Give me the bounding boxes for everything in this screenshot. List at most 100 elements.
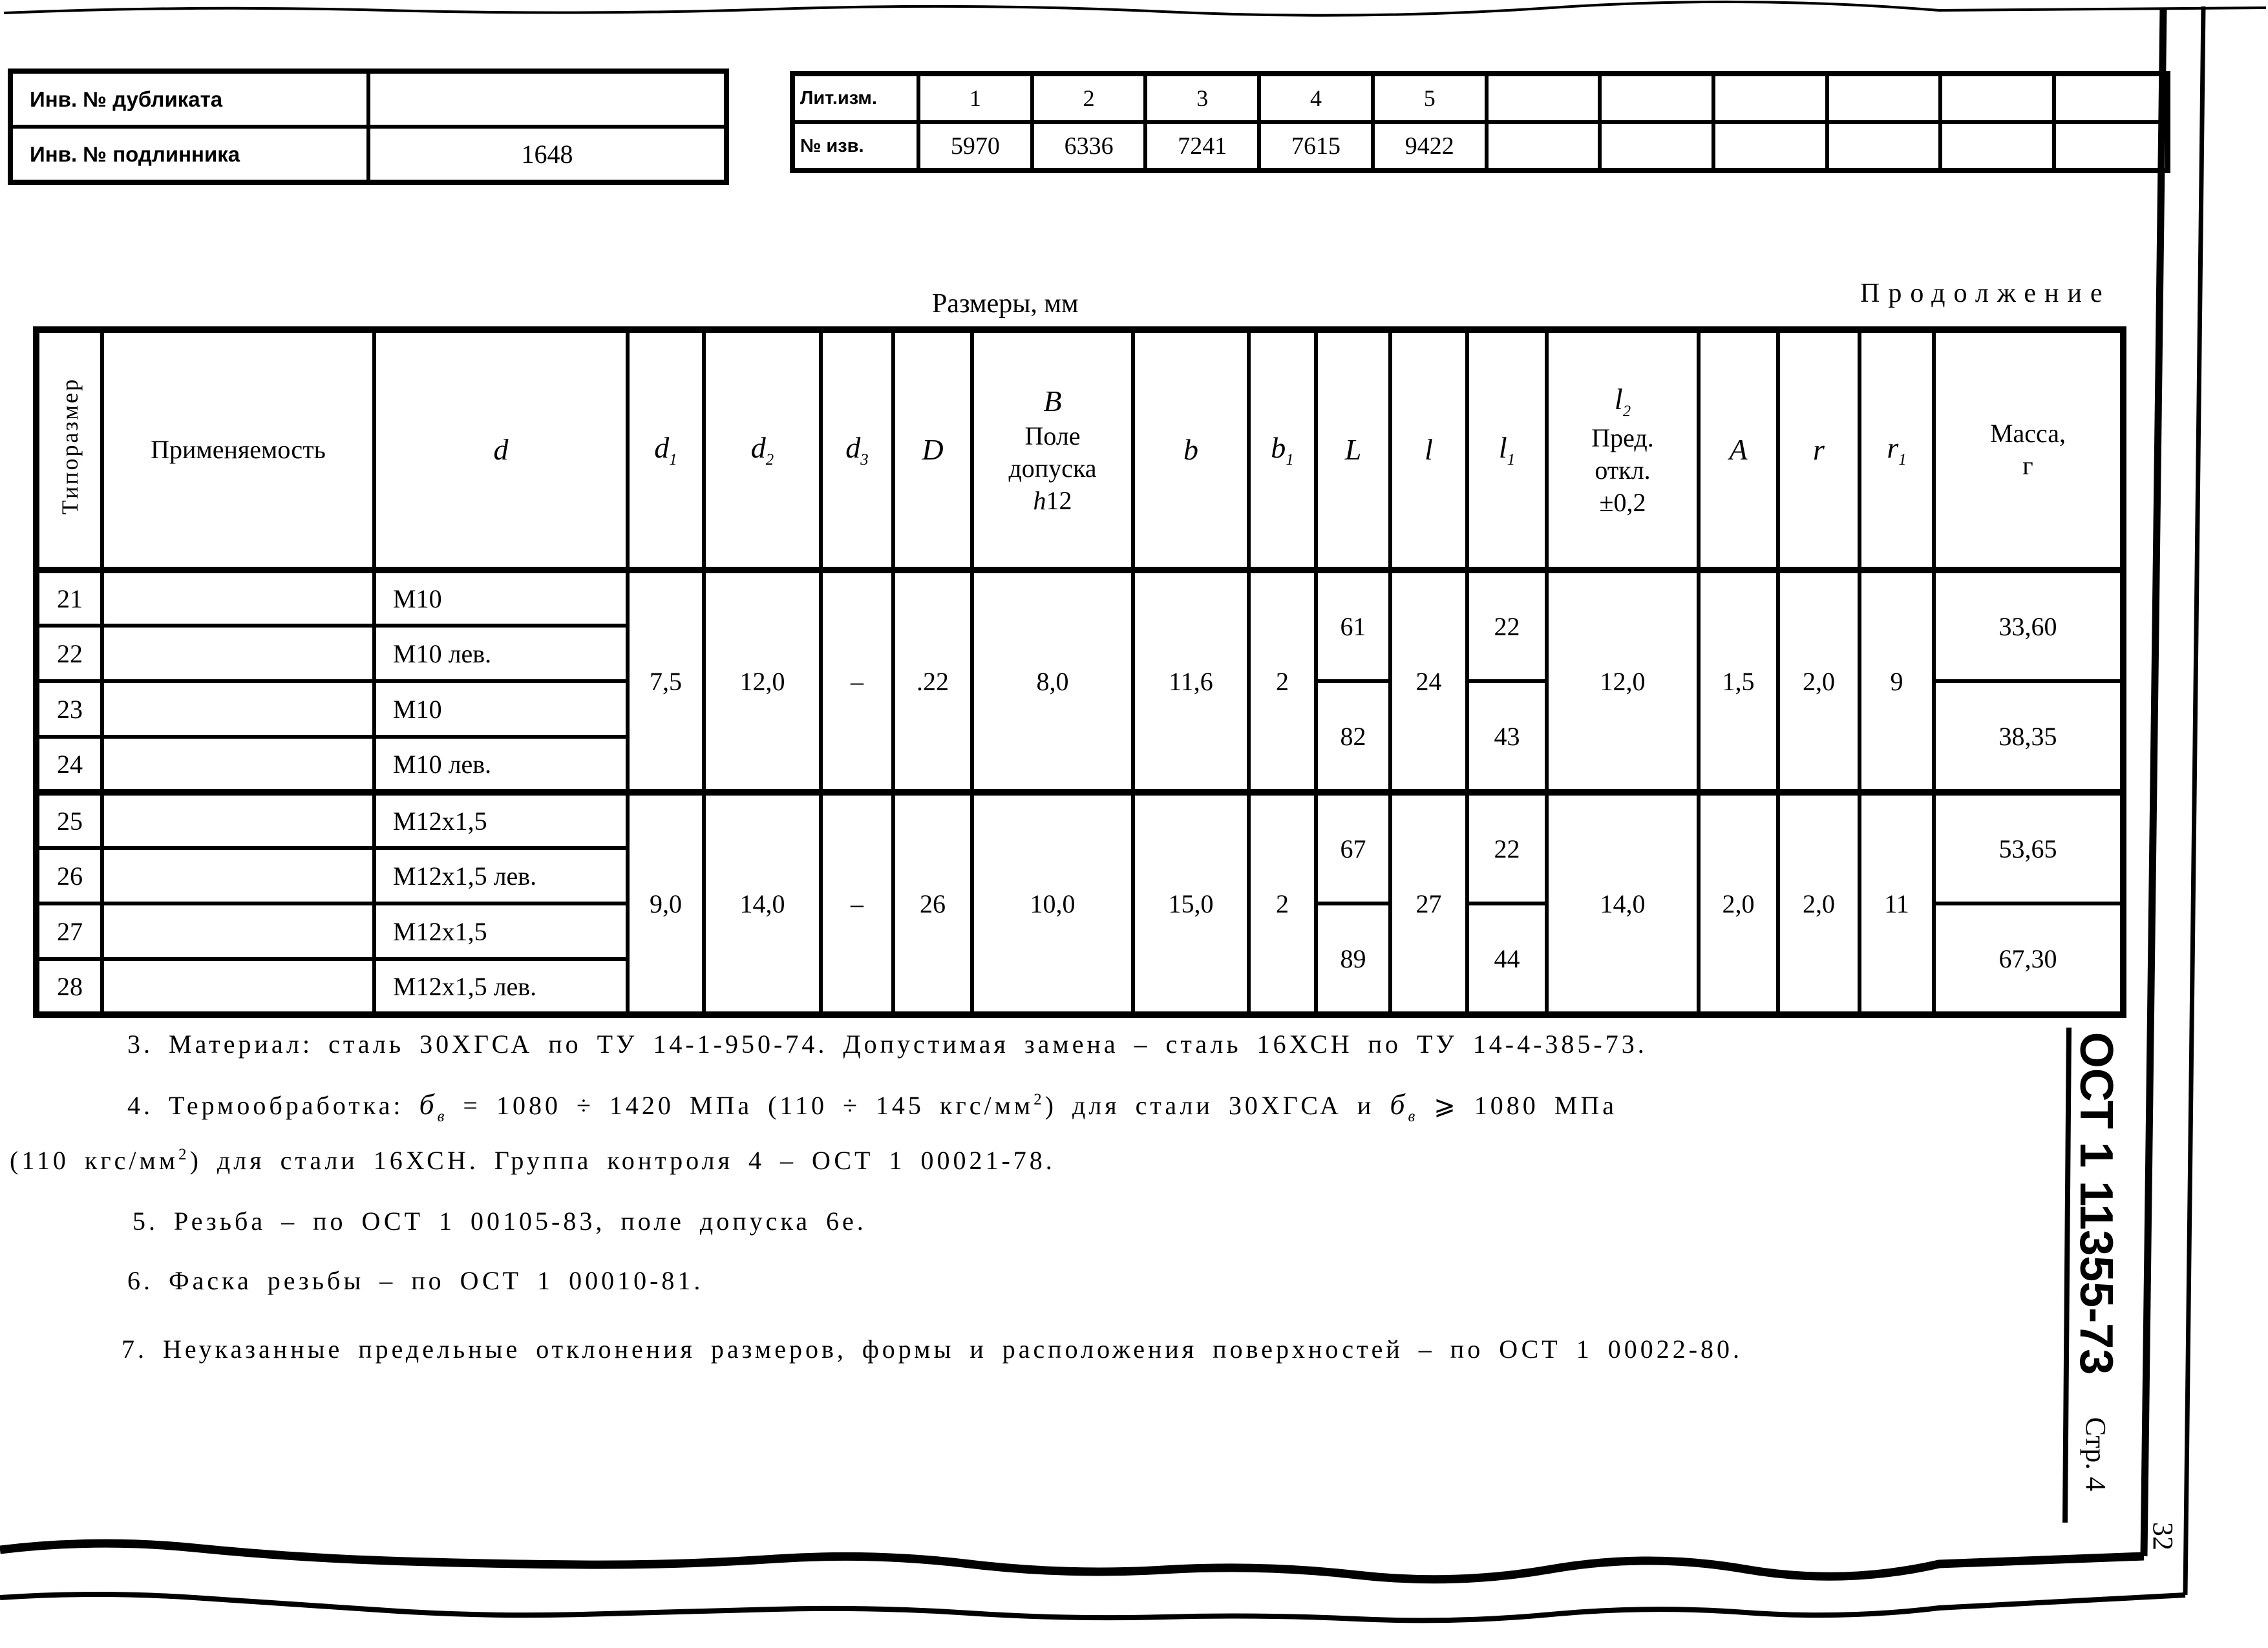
text-segment: допуска bbox=[1008, 453, 1097, 483]
cell-num-25: 25 bbox=[34, 789, 104, 850]
rev-izv-cell: 7615 bbox=[1257, 120, 1375, 173]
text-segment: r bbox=[1887, 430, 1899, 464]
text-segment: 3. Материал: сталь 30ХГСА по ТУ 14-1-950… bbox=[127, 1030, 1648, 1059]
col-header-l: l bbox=[1388, 328, 1469, 573]
col-header-d1: d1 bbox=[626, 328, 706, 573]
cell-g2-l2: 14,0 bbox=[1545, 789, 1701, 1017]
cell-g2-l1-upper: 22 bbox=[1465, 789, 1549, 905]
rev-num-cell bbox=[1598, 72, 1716, 124]
revision-table: Лит.изм. 1 2 3 4 5 № изв. 5970 6336 7241… bbox=[790, 71, 2170, 173]
cell-g2-L-upper: 67 bbox=[1314, 789, 1392, 905]
rev-lit-label: Лит.изм. bbox=[790, 72, 920, 124]
inventory-row-original: Инв. № подлинника 1648 bbox=[8, 125, 728, 184]
text-segment: 1 bbox=[1507, 451, 1516, 469]
cell-g1-l: 24 bbox=[1388, 568, 1469, 794]
text-segment: = 1080 ÷ 1420 МПа (110 ÷ 145 кгс/мм bbox=[447, 1091, 1034, 1120]
cell-app-27 bbox=[100, 902, 376, 961]
col-header-l2: l2 Пред. откл. ±0,2 bbox=[1545, 328, 1701, 573]
inv-duplicate-label: Инв. № дубликата bbox=[8, 69, 370, 129]
note-4-heat-treatment-line-2: (110 кгс/мм2) для стали 16ХСН. Группа ко… bbox=[10, 1145, 1055, 1176]
cell-g1-L-lower: 82 bbox=[1314, 679, 1392, 794]
table-row-24: 24 М10 лев. bbox=[34, 735, 2123, 794]
frame-inner-right-line bbox=[2140, 8, 2167, 1557]
text-segment: h bbox=[1033, 485, 1046, 515]
cell-g1-b: 11,6 bbox=[1131, 568, 1251, 794]
col-header-D: D bbox=[891, 328, 974, 573]
cell-g2-B: 10,0 bbox=[970, 789, 1135, 1017]
revision-row-lit: Лит.изм. 1 2 3 4 5 bbox=[790, 72, 2170, 124]
cell-g2-D: 26 bbox=[891, 789, 974, 1017]
col-header-b1: b1 bbox=[1247, 328, 1318, 573]
table-row-25: 25 М12х1,5 9,0 14,0 – 26 10,0 15,0 2 67 … bbox=[34, 789, 2125, 1017]
rev-num-cell bbox=[1938, 72, 2057, 124]
col-header-b: b bbox=[1131, 328, 1251, 573]
rev-num-cell: 1 bbox=[917, 72, 1034, 124]
rev-num-cell: 5 bbox=[1370, 72, 1489, 124]
text-segment: 4. Термообработка: bbox=[127, 1091, 419, 1120]
table-row-27: 27 М12х1,5 89 44 67,30 bbox=[34, 902, 2125, 1017]
cell-g2-b1: 2 bbox=[1247, 789, 1318, 1017]
cell-app-21 bbox=[100, 568, 376, 628]
rev-izv-cell: 5970 bbox=[917, 120, 1034, 173]
text-segment: l bbox=[1425, 433, 1433, 467]
rev-izv-cell bbox=[1712, 120, 1829, 173]
note-6-chamfer: 6. Фаска резьбы – по ОСТ 1 00010-81. bbox=[127, 1265, 703, 1296]
rev-izv-cell bbox=[1484, 120, 1602, 173]
frame-outer-right-line bbox=[2183, 6, 2206, 1596]
cell-g1-r1: 9 bbox=[1858, 568, 1936, 794]
inv-original-label: Инв. № подлинника bbox=[8, 125, 370, 184]
frame-bottom-line-2 bbox=[0, 1592, 2186, 1623]
cell-g2-b: 15,0 bbox=[1131, 789, 1251, 1017]
rev-izv-cell bbox=[1825, 120, 1943, 173]
table-row-22: 22 М10 лев. bbox=[34, 624, 2123, 683]
cell-d-26: М12х1,5 лев. bbox=[372, 846, 630, 905]
cell-g1-d3: – bbox=[819, 568, 895, 794]
text-segment: 2 bbox=[765, 451, 774, 469]
col-header-massa: Масса, г bbox=[1932, 328, 2125, 573]
text-segment: откл. bbox=[1595, 456, 1651, 485]
cell-g2-mass-lower: 67,30 bbox=[1932, 902, 2125, 1017]
text-segment: Поле bbox=[1024, 421, 1081, 450]
cell-g1-l1-upper: 22 bbox=[1465, 568, 1549, 683]
rev-num-cell bbox=[1712, 72, 1829, 124]
text-segment: 7. Неуказанные предельные отклонения раз… bbox=[122, 1335, 1743, 1364]
rev-izv-cell: 6336 bbox=[1030, 120, 1148, 173]
table-row-23: 23 М10 82 43 38,35 bbox=[34, 679, 2125, 794]
cell-g1-L-upper: 61 bbox=[1314, 568, 1392, 683]
cell-num-27: 27 bbox=[34, 902, 104, 961]
cell-g1-d2: 12,0 bbox=[702, 568, 823, 794]
rev-num-cell: 3 bbox=[1143, 72, 1262, 124]
text-segment: 2 bbox=[178, 1146, 190, 1164]
cell-g2-L-lower: 89 bbox=[1314, 902, 1392, 1017]
rev-num-cell bbox=[2052, 72, 2170, 124]
col-header-B-tolerance: В Поле допуска h12 bbox=[970, 328, 1135, 573]
text-segment: Пред. bbox=[1591, 423, 1654, 453]
revision-row-izv: № изв. 5970 6336 7241 7615 9422 bbox=[790, 120, 2170, 173]
note-3-material: 3. Материал: сталь 30ХГСА по ТУ 14-1-950… bbox=[127, 1029, 1648, 1059]
continuation-label: Продолжение bbox=[1860, 279, 2111, 308]
note-4-heat-treatment-line-1: 4. Термообработка: б в = 1080 ÷ 1420 МПа … bbox=[127, 1087, 1617, 1126]
text-segment: г bbox=[2022, 451, 2033, 480]
cell-g1-D: .22 bbox=[891, 568, 974, 794]
note-7-deviations: 7. Неуказанные предельные отклонения раз… bbox=[122, 1334, 1743, 1364]
cell-num-28: 28 bbox=[34, 957, 104, 1017]
col-header-l1: l1 bbox=[1465, 328, 1549, 573]
cell-g1-B: 8,0 bbox=[970, 568, 1135, 794]
text-segment: Масса, bbox=[1989, 419, 2066, 448]
cell-num-22: 22 bbox=[34, 624, 104, 683]
cell-g1-A: 1,5 bbox=[1697, 568, 1780, 794]
text-segment: 5. Резьба – по ОСТ 1 00105-83, поле допу… bbox=[132, 1207, 867, 1236]
col-header-r: r bbox=[1776, 328, 1861, 573]
text-segment: ) для стали 30ХГСА и bbox=[1044, 1091, 1390, 1120]
text-segment: r bbox=[1813, 433, 1825, 467]
table-title: Размеры, мм bbox=[932, 289, 1079, 319]
text-segment: в bbox=[1408, 1108, 1419, 1126]
cell-app-26 bbox=[100, 846, 376, 905]
page-label-vertical: Стр. 4 bbox=[2080, 1417, 2112, 1492]
text-segment: б bbox=[419, 1088, 438, 1121]
col-header-tiporazmer: Типоразмер bbox=[34, 328, 104, 573]
text-segment: ⩾ 1080 МПа bbox=[1418, 1091, 1617, 1120]
cell-g2-l: 27 bbox=[1388, 789, 1469, 1017]
text-segment: l bbox=[1498, 430, 1507, 464]
inv-original-value: 1648 bbox=[366, 125, 728, 184]
